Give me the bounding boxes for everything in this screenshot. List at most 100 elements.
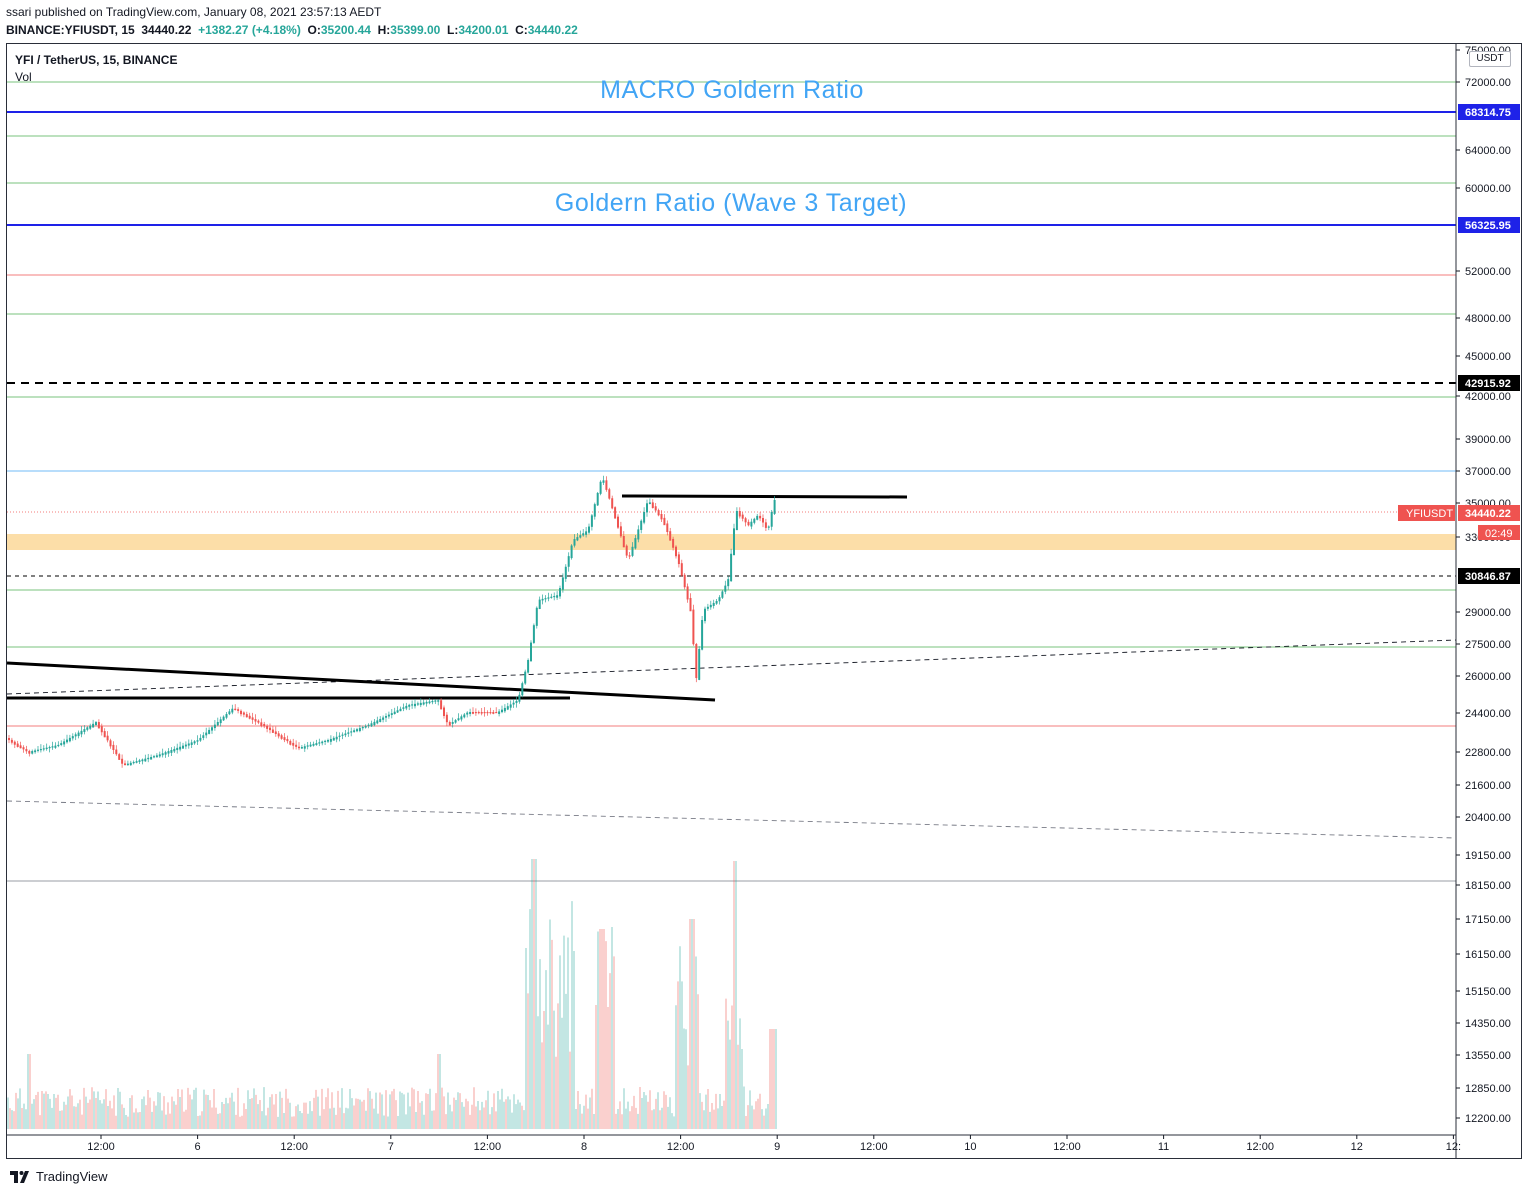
candle-body: [561, 577, 564, 590]
candle-body: [672, 538, 675, 548]
candle-body: [643, 512, 646, 523]
price-tick-label: 16150.00: [1465, 949, 1511, 961]
candle-body: [312, 743, 315, 746]
candle-body: [399, 708, 402, 712]
close-value: 34440.22: [527, 23, 578, 37]
price-tick-label: 45000.00: [1465, 351, 1511, 363]
candle-body: [222, 716, 225, 721]
candle-body: [588, 526, 590, 533]
candle-body: [440, 700, 443, 710]
candle-body: [773, 500, 776, 514]
candle-body: [437, 700, 440, 702]
candle-body: [216, 721, 219, 726]
candle-body: [532, 625, 535, 643]
resistance-line: [621, 494, 908, 499]
candle-body: [321, 741, 324, 744]
tradingview-logo[interactable]: TradingView: [10, 1169, 108, 1184]
candle-body: [637, 529, 640, 540]
candle-body: [286, 739, 289, 742]
candle-body: [83, 729, 86, 732]
candle-body: [66, 739, 68, 743]
symbol-legend[interactable]: YFI / TetherUS, 15, BINANCE: [15, 53, 178, 67]
candle-body: [741, 514, 744, 519]
candle-body: [735, 511, 738, 531]
price-level-badge: [1458, 375, 1520, 391]
candle-body: [141, 759, 144, 762]
candle-body: [199, 737, 202, 741]
candle-body: [303, 746, 306, 749]
candle-body: [576, 537, 579, 541]
candle-body: [329, 738, 332, 742]
candle-body: [434, 700, 437, 702]
candle-body: [126, 763, 129, 766]
candle-body: [701, 620, 704, 650]
price-tick-label: 15150.00: [1465, 986, 1511, 998]
candle-body: [86, 727, 89, 730]
symbol-badge: [1398, 505, 1455, 521]
time-tick-label: 12:00: [474, 1141, 502, 1153]
candle-body: [37, 749, 39, 751]
candle-body: [280, 735, 283, 739]
candle-body: [599, 481, 602, 494]
candle-body: [100, 726, 103, 733]
open-label: O:: [307, 23, 321, 37]
candle-body: [550, 596, 553, 598]
candle-body: [457, 718, 460, 721]
candle-body: [689, 598, 692, 612]
candle-body: [190, 742, 193, 745]
time-tick-label: 12:00: [87, 1141, 115, 1153]
candle-body: [570, 545, 573, 559]
candle-body: [431, 700, 434, 703]
candle-body: [385, 716, 387, 718]
symbol-interval: BINANCE:YFIUSDT, 15: [6, 23, 135, 37]
candle-body: [257, 720, 260, 723]
candle-body: [376, 720, 379, 724]
candle-body: [80, 730, 83, 735]
time-tick-label: 9: [774, 1141, 780, 1153]
candle-body: [402, 707, 405, 709]
candle-body: [683, 574, 686, 588]
candle-body: [544, 598, 547, 600]
volume-legend[interactable]: Vol: [15, 70, 32, 84]
candle-body: [648, 502, 651, 504]
candle-body: [411, 704, 414, 706]
candle-body: [248, 715, 251, 719]
candle-body: [419, 702, 422, 706]
price-tick-label: 17150.00: [1465, 914, 1511, 926]
candle-body: [361, 726, 364, 729]
candle-body: [515, 700, 518, 703]
candle-body: [405, 705, 408, 709]
currency-button[interactable]: USDT: [1469, 51, 1511, 67]
candle-body: [541, 598, 544, 601]
candle-body: [10, 739, 13, 743]
price-tick-label: 64000.00: [1465, 145, 1511, 157]
candle-body: [756, 515, 759, 520]
candle-body: [547, 597, 550, 599]
candle-body: [193, 741, 196, 744]
candle-body: [269, 727, 271, 731]
candle-body: [721, 591, 724, 598]
candle-body: [602, 480, 605, 483]
candle-body: [295, 744, 298, 747]
open-value: 35200.44: [320, 23, 371, 37]
price-tick-label: 12200.00: [1465, 1113, 1511, 1125]
candle-body: [657, 510, 660, 516]
candle-body: [663, 517, 666, 526]
candle-body: [724, 585, 727, 592]
candle-body: [13, 741, 16, 745]
time-tick-label: 7: [388, 1141, 394, 1153]
price-tick-label: 14350.00: [1465, 1018, 1511, 1030]
candle-body: [651, 502, 654, 508]
candle-body: [170, 750, 173, 753]
brand-label: TradingView: [36, 1169, 108, 1184]
candle-body: [770, 512, 773, 527]
candle-body: [358, 728, 361, 732]
candle-body: [695, 644, 698, 679]
candle-body: [112, 744, 115, 751]
candle-body: [161, 753, 164, 756]
candle-body: [121, 758, 124, 764]
candle-body: [115, 749, 118, 755]
candle-body: [451, 722, 454, 724]
candle-body: [309, 744, 312, 747]
